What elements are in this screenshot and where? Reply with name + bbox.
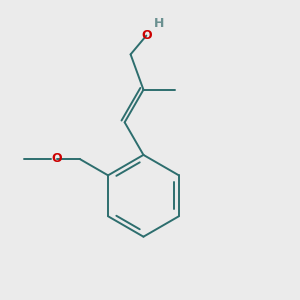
Text: O: O (52, 152, 62, 166)
Text: H: H (154, 17, 164, 30)
Text: O: O (141, 29, 152, 42)
